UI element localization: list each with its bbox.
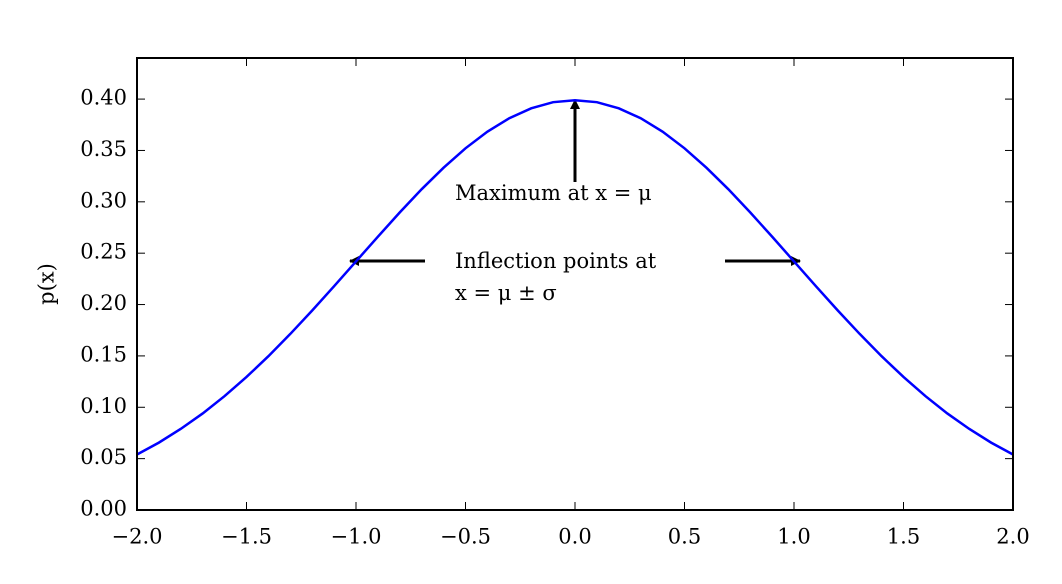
x-tick-label: 0.5 [668, 525, 701, 549]
x-tick-label: 2.0 [996, 525, 1029, 549]
y-tick-label: 0.00 [80, 497, 127, 521]
y-axis-label: p(x) [35, 263, 59, 305]
plot-frame [136, 57, 1014, 511]
x-tick-label: 0.0 [558, 525, 591, 549]
x-tick-label: −1.0 [331, 525, 382, 549]
x-tick-label: −2.0 [112, 525, 163, 549]
y-tick-label: 0.35 [80, 137, 127, 161]
y-tick-label: 0.20 [80, 291, 127, 315]
x-tick-label: 1.5 [887, 525, 920, 549]
line [136, 98, 1014, 456]
x-tick-label: −1.5 [221, 525, 272, 549]
y-tick-label: 0.15 [80, 342, 127, 366]
x-tick-label: −0.5 [440, 525, 491, 549]
y-tick-label: 0.40 [80, 86, 127, 110]
x-tick-label: 1.0 [777, 525, 810, 549]
y-tick-label: 0.30 [80, 188, 127, 212]
y-tick-label: 0.25 [80, 240, 127, 264]
annotation: x = μ ± σ [455, 281, 557, 305]
annotation: Inflection points at [455, 249, 657, 273]
y-tick-label: 0.05 [80, 445, 127, 469]
annotation: Maximum at x = μ [455, 181, 652, 205]
y-tick-label: 0.10 [80, 394, 127, 418]
